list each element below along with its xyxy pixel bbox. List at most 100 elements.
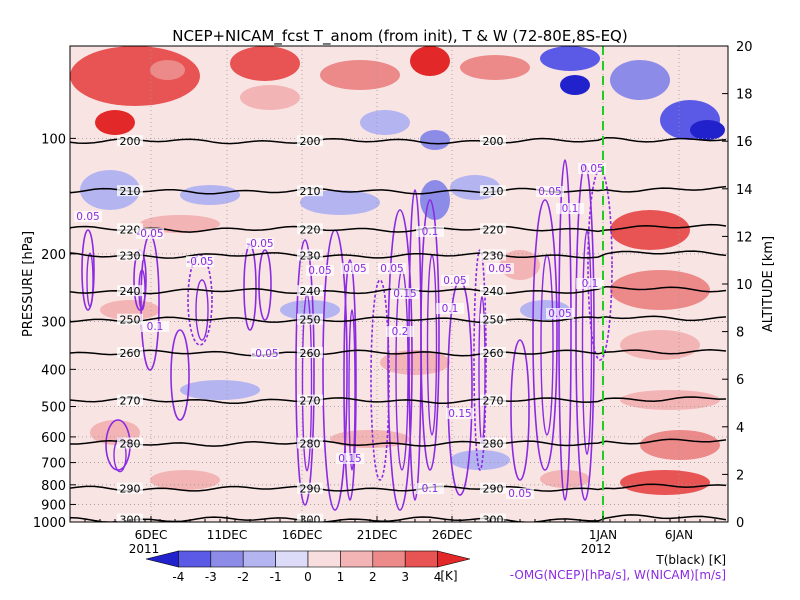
contour-label-bg	[297, 185, 323, 197]
wind-label-bg	[306, 265, 334, 276]
wind-label-bg	[251, 348, 279, 359]
contour-label-bg	[297, 313, 323, 325]
contour-label-bg	[297, 437, 323, 449]
contour-label-bg	[480, 135, 506, 147]
anomaly-patch	[420, 130, 450, 150]
contour-label-bg	[297, 482, 323, 494]
pressure-tick-label: 100	[41, 132, 66, 147]
wind-label-bg	[578, 163, 606, 174]
anomaly-patch	[620, 470, 710, 495]
wind-label-bg	[386, 326, 414, 337]
temperature-contour-label: 210	[120, 185, 141, 198]
anomaly-patch	[560, 75, 590, 95]
anomaly-patch	[150, 60, 185, 80]
wind-label-bg	[186, 256, 214, 267]
contour-label-bg	[117, 285, 143, 297]
temperature-contour-label: 270	[483, 395, 504, 408]
anomaly-patch	[80, 170, 140, 210]
wind-contour-label: -0.05	[136, 228, 163, 240]
anomaly-patch	[95, 110, 135, 135]
contour-label-bg	[297, 135, 323, 147]
year-label: 2012	[581, 542, 612, 556]
chart-title: NCEP+NICAM_fcst T_anom (from init), T & …	[172, 27, 627, 46]
temperature-contour-label: 300	[120, 514, 141, 527]
year-label: 2011	[129, 542, 160, 556]
anomaly-patch	[150, 470, 220, 490]
anomaly-patch	[460, 55, 530, 80]
wind-contour	[348, 309, 356, 471]
wind-label-bg	[378, 263, 406, 274]
temperature-contour-label: 250	[483, 314, 504, 327]
temperature-contour-line	[70, 315, 727, 324]
colorbar-swatch	[404, 550, 438, 568]
temperature-contour-line	[70, 483, 727, 492]
wind-contour-label: 0.05	[443, 275, 466, 287]
colorbar-tick-label: -2	[237, 570, 249, 584]
temperature-contour-line	[70, 185, 727, 195]
contour-label-bg	[480, 185, 506, 197]
contour-label-bg	[297, 223, 323, 235]
pressure-tick-label: 600	[41, 431, 66, 446]
anomaly-patch	[230, 46, 300, 81]
contour-label-bg	[297, 285, 323, 297]
wind-label-bg	[486, 263, 514, 274]
legend-temperature: T(black) [K]	[655, 553, 726, 567]
wind-contour-label: 0.1	[422, 483, 439, 495]
y-axis-left-label: PRESSURE [hPa]	[21, 231, 36, 337]
wind-contour	[86, 252, 94, 308]
contour-label-bg	[480, 482, 506, 494]
wind-contour-label: 0.05	[308, 265, 331, 277]
anomaly-patch	[540, 46, 600, 71]
wind-contour-labels: 0.05-0.05-0.05-0.050.05 0.05 0.050.10.050.…	[74, 163, 606, 500]
date-tick-label: 11DEC	[207, 528, 247, 542]
wind-contour	[532, 199, 558, 471]
wind-label-bg	[391, 288, 419, 299]
wind-contour	[81, 229, 95, 311]
wind-contour-label: 0.2	[392, 326, 409, 338]
temperature-contour-label: 220	[120, 223, 141, 236]
contour-label-bg	[480, 394, 506, 406]
date-tick-label: 1JAN	[589, 528, 617, 542]
wind-label-bg	[136, 228, 164, 239]
wind-label-bg	[446, 408, 474, 419]
wind-contour-label: 0.05	[548, 308, 571, 320]
anomaly-patch	[610, 60, 670, 100]
temperature-contour-label: 290	[483, 483, 504, 496]
altitude-tick-label: 12	[736, 230, 753, 245]
wind-contour-label: 0.1	[422, 226, 439, 238]
altitude-tick-label: 10	[736, 278, 753, 293]
altitude-tick-label: 6	[736, 373, 744, 388]
temperature-contour-label: 210	[300, 185, 321, 198]
altitude-tick-label: 2	[736, 468, 744, 483]
contour-label-bg	[297, 513, 323, 522]
altitude-tick-label: 20	[736, 40, 753, 55]
contour-label-bg	[480, 313, 506, 325]
wind-contour	[343, 259, 357, 501]
anomaly-patch	[620, 330, 700, 360]
axes: 100 200 300 400 500 600 700 800 900 1000 0 2 4 6 8 10 12…	[33, 40, 753, 556]
wind-contour-label: -0.05	[251, 348, 278, 360]
wind-contour	[370, 279, 390, 481]
plot-area: 200 200 200 210 210 210 220 220 220 230 230 230 240 2…	[70, 46, 728, 527]
wind-contours	[81, 159, 613, 511]
date-tick-label: 26DEC	[432, 528, 472, 542]
altitude-tick-label: 4	[736, 421, 744, 436]
temperature-contour-label: 220	[300, 223, 321, 236]
colorbar-tick-label: 4	[434, 570, 442, 584]
temperature-contour-label: 230	[120, 249, 141, 262]
colorbar-tick-label: -3	[205, 570, 217, 584]
temperature-contour-line	[70, 136, 727, 145]
wind-contour	[387, 209, 413, 511]
anomaly-patch	[640, 430, 720, 460]
contour-label-bg	[117, 135, 143, 147]
anomaly-patch	[100, 300, 160, 320]
contour-label-bg	[480, 347, 506, 359]
wind-label-bg	[536, 186, 564, 197]
wind-contour-label: 0.05	[538, 186, 561, 198]
wind-contour-label: -0.05	[246, 238, 273, 250]
temperature-contour-label: 200	[120, 135, 141, 148]
legend-wind: -OMG(NCEP)[hPa/s], W(NICAM)[m/s]	[510, 568, 726, 582]
contour-label-bg	[480, 437, 506, 449]
